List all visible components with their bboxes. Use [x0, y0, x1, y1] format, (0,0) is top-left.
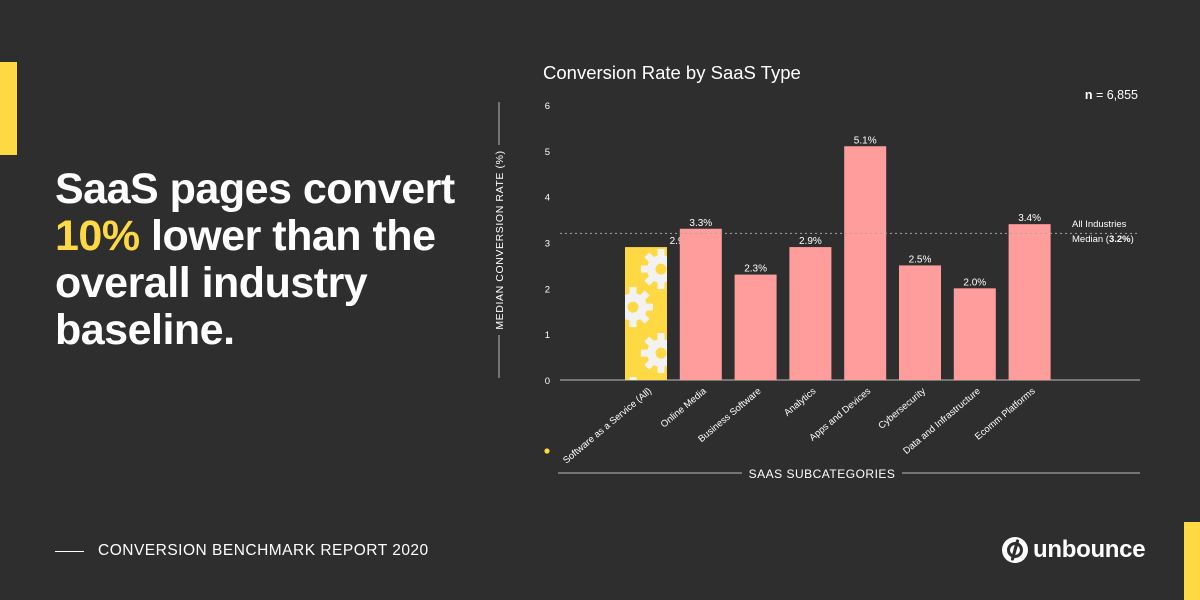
y-tick-label: 4 — [545, 193, 550, 204]
bar — [734, 274, 777, 380]
bar — [953, 288, 996, 380]
bar-value-label: 5.1% — [854, 135, 877, 146]
gear-tooth — [657, 365, 665, 374]
bar-value-label: 3.3% — [689, 218, 712, 229]
bar — [789, 247, 832, 380]
bar-value-label: 2.5% — [909, 254, 932, 265]
gear-pattern — [613, 249, 678, 401]
x-tick-label: Software as a Service (All) — [561, 386, 654, 466]
bar-value-label: 3.4% — [1018, 213, 1041, 224]
gear-tooth — [629, 287, 637, 296]
median-label-prefix: Median ( — [1072, 234, 1110, 245]
y-tick-label: 6 — [545, 101, 550, 112]
gear-tooth — [640, 265, 649, 273]
sample-size: n = 6,855 — [1085, 88, 1138, 102]
y-tick-label: 5 — [545, 147, 550, 158]
y-tick-label: 1 — [545, 330, 550, 341]
x-tick-label: Ecomm Platforms — [973, 386, 1038, 443]
gear-hole — [655, 263, 667, 275]
x-axis-title: SAAS SUBCATEGORIES — [749, 467, 896, 481]
median-label-suffix: ) — [1131, 234, 1134, 245]
y-tick-label: 0 — [545, 376, 550, 387]
gear-tooth — [657, 281, 665, 290]
sample-size-label: n — [1084, 88, 1093, 102]
gear-tooth — [657, 333, 665, 342]
gear-tooth — [629, 319, 637, 328]
chart-title: Conversion Rate by SaaS Type — [543, 62, 801, 83]
bar — [1008, 224, 1051, 380]
gear-tooth — [613, 304, 621, 311]
headline-text-start: SaaS pages convert — [55, 165, 455, 213]
y-tick-label: 2 — [545, 284, 550, 295]
bar — [679, 228, 722, 380]
x-tick-label: Analytics — [782, 386, 818, 419]
gear-tooth — [616, 380, 627, 391]
gear-hole — [655, 347, 667, 359]
unbounce-logo: unbounce — [1001, 533, 1146, 567]
gear-tooth — [667, 275, 678, 286]
footer-report-title: CONVERSION BENCHMARK REPORT 2020 — [98, 542, 429, 559]
gear-tooth — [629, 377, 637, 380]
headline: SaaS pages convert 10% lower than the ov… — [55, 166, 455, 354]
median-label-line1: All Industries — [1072, 219, 1127, 230]
bar — [899, 265, 941, 380]
bar-value-label: 2.0% — [963, 277, 986, 288]
brand-name: unbounce — [1033, 536, 1146, 563]
y-axis-title: MEDIAN CONVERSION RATE (%) — [494, 150, 506, 329]
x-tick-label: Online Media — [659, 385, 709, 430]
median-label-line2: Median (3.2%) — [1072, 234, 1134, 245]
gear-tooth — [667, 252, 678, 263]
bar-value-label: 2.3% — [744, 264, 767, 275]
bar — [844, 146, 887, 380]
median-label-value: 3.2% — [1109, 234, 1131, 245]
highlight-dot — [544, 448, 550, 454]
accent-bar-right — [1184, 522, 1200, 600]
accent-bar-left — [0, 62, 17, 155]
headline-highlight: 10% — [55, 212, 140, 260]
y-tick-label: 3 — [545, 239, 550, 250]
headline-text-end: lower than the overall industry baseline… — [55, 212, 436, 354]
sample-size-value: = 6,855 — [1092, 88, 1138, 102]
x-tick-label: Cybersecurity — [876, 386, 928, 432]
gear-tooth — [667, 359, 678, 370]
gear-tooth — [613, 394, 621, 401]
gear-tooth — [645, 303, 653, 311]
gear-tooth — [641, 349, 649, 357]
gear-hole — [627, 301, 639, 313]
unbounce-logo-icon — [1002, 537, 1028, 563]
gear-tooth — [657, 249, 665, 258]
bar-value-label: 2.9% — [799, 236, 822, 247]
gear-tooth — [667, 336, 678, 347]
footer-divider — [55, 551, 84, 552]
